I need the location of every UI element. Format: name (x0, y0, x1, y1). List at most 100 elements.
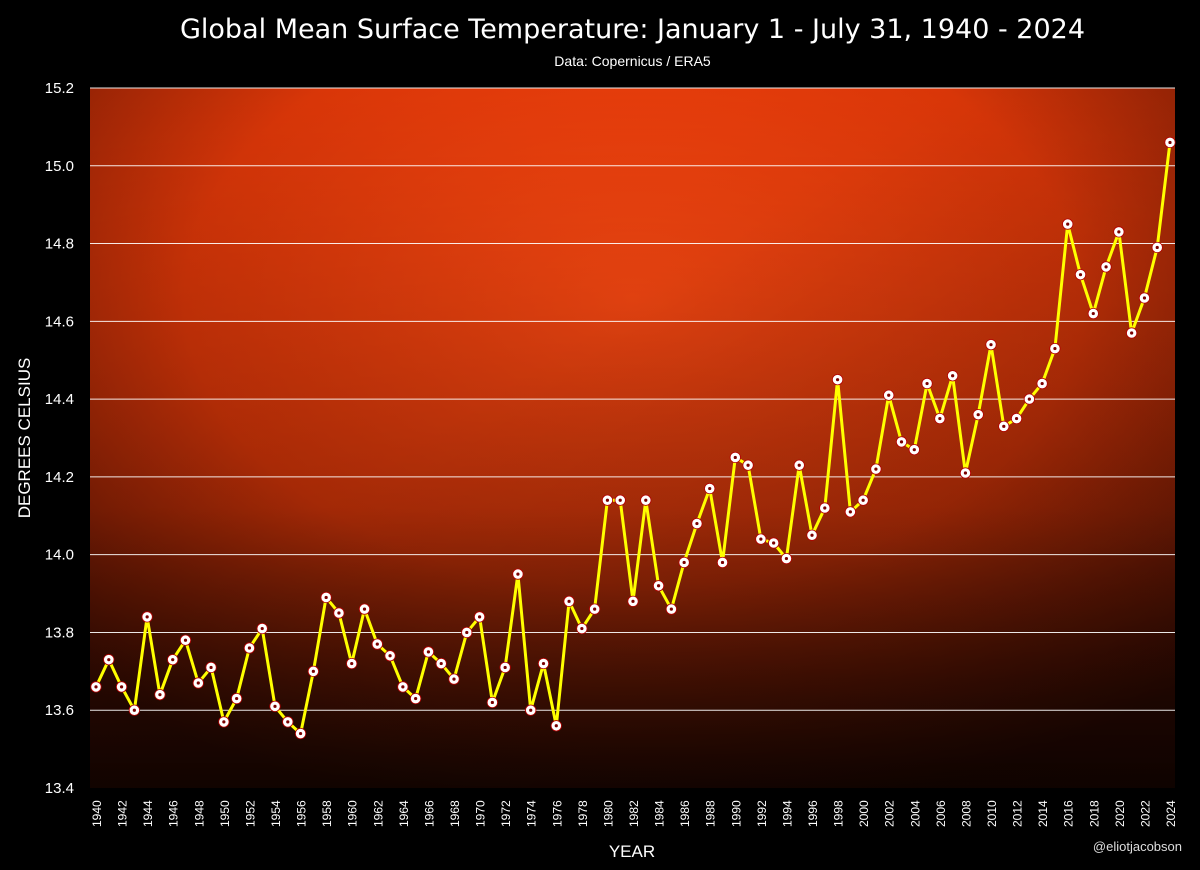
x-tick-label: 2004 (908, 800, 922, 827)
x-tick-label: 1978 (576, 800, 590, 827)
x-tick-label: 1952 (243, 800, 257, 827)
x-tick-label: 1946 (167, 800, 181, 827)
data-point (320, 591, 332, 604)
x-tick-label: 2018 (1087, 800, 1101, 827)
x-tick-label: 1980 (601, 800, 615, 827)
data-point (831, 374, 844, 386)
x-tick-label: 1948 (192, 800, 206, 827)
data-point (512, 568, 524, 580)
y-tick-label: 14.8 (45, 236, 74, 253)
x-tick-label: 1968 (448, 800, 462, 827)
data-point (167, 654, 179, 666)
data-point (934, 412, 946, 425)
data-point (870, 463, 882, 475)
data-point (282, 716, 294, 728)
data-point (1049, 342, 1061, 355)
data-point (652, 580, 665, 592)
data-point (768, 537, 780, 549)
data-point (908, 444, 920, 456)
data-point (103, 654, 115, 666)
y-tick-label: 13.6 (45, 702, 74, 719)
data-point (179, 634, 192, 646)
y-axis-ticks: 13.4 13.6 13.8 14.0 14.2 14.4 14.6 14.8 15.0 15.2 (45, 80, 74, 797)
data-point (358, 603, 371, 615)
data-point (844, 506, 856, 518)
data-point (397, 681, 409, 693)
data-point (499, 661, 511, 674)
data-point (806, 529, 818, 541)
plot-background (90, 88, 1175, 788)
data-point (1036, 377, 1048, 390)
x-tick-label: 1984 (653, 800, 667, 827)
x-tick-label: 2000 (857, 800, 871, 827)
gridlines (90, 87, 1175, 711)
data-point (473, 611, 486, 623)
x-tick-label: 1964 (397, 800, 411, 827)
data-point (1010, 412, 1023, 425)
data-point (384, 650, 396, 662)
data-point (563, 595, 575, 607)
data-point (921, 377, 933, 390)
x-tick-label: 2008 (959, 800, 973, 827)
data-point (128, 704, 140, 716)
y-tick-label: 14.2 (45, 469, 74, 486)
data-point (550, 720, 562, 732)
data-point (269, 700, 281, 712)
x-tick-label: 1958 (320, 800, 334, 827)
chart-subtitle: Data: Copernicus / ERA5 (554, 53, 711, 69)
x-tick-label: 1970 (474, 800, 488, 827)
data-point (537, 657, 550, 670)
x-tick-label: 2002 (883, 800, 897, 827)
x-tick-label: 2010 (985, 800, 999, 827)
data-point (346, 657, 358, 670)
data-point (371, 638, 383, 650)
data-point (115, 681, 128, 693)
data-point (461, 626, 473, 639)
data-point (895, 436, 908, 448)
data-point (691, 517, 703, 530)
y-tick-label: 15.0 (45, 158, 74, 175)
data-point (1100, 261, 1112, 273)
data-point (665, 603, 677, 615)
data-point (1023, 393, 1035, 405)
x-tick-label: 1988 (704, 800, 718, 827)
data-point (601, 494, 614, 506)
data-point (192, 677, 204, 689)
x-axis-ticks: 1940 1942 1944 1946 1948 1950 1952 1954 1956 1958… (90, 800, 1178, 827)
data-point (678, 556, 690, 569)
data-point (256, 622, 268, 635)
data-point (1126, 327, 1138, 339)
data-point (729, 451, 741, 464)
x-tick-label: 1996 (806, 800, 820, 827)
data-point (972, 409, 984, 421)
x-tick-label: 1956 (295, 800, 309, 827)
data-point (141, 611, 153, 623)
data-point (883, 389, 895, 401)
data-point (1062, 218, 1074, 230)
data-point (576, 622, 588, 635)
data-point (422, 646, 435, 658)
data-point (294, 727, 307, 740)
data-point (1074, 269, 1087, 281)
data-point (985, 339, 997, 351)
x-axis-label: YEAR (609, 842, 655, 861)
y-tick-label: 13.4 (45, 780, 74, 797)
data-point (435, 657, 447, 670)
x-tick-label: 1962 (371, 800, 385, 827)
data-point (1113, 226, 1125, 238)
x-tick-label: 1998 (832, 800, 846, 827)
x-tick-label: 2022 (1138, 800, 1152, 827)
x-tick-label: 1992 (755, 800, 769, 827)
data-point (205, 661, 217, 674)
author-credit: @eliotjacobson (1092, 839, 1182, 854)
x-tick-label: 2024 (1164, 800, 1178, 827)
x-tick-label: 2020 (1113, 800, 1127, 827)
data-point (1087, 307, 1099, 320)
data-point (780, 552, 793, 565)
data-point (525, 704, 537, 716)
y-tick-label: 14.4 (45, 391, 74, 408)
data-point (947, 370, 959, 382)
data-point (640, 494, 652, 506)
x-tick-label: 1972 (499, 800, 513, 827)
data-point (857, 494, 869, 506)
